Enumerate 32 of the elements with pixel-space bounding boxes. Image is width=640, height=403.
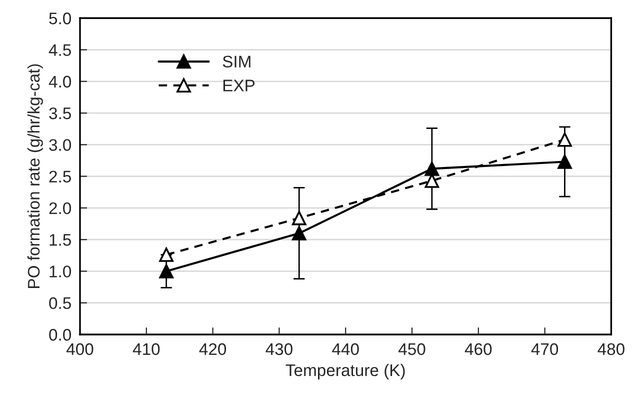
point <box>558 132 572 147</box>
y-tick-label: 5.0 <box>49 12 72 24</box>
y-tick-label: 3.0 <box>49 139 72 151</box>
point <box>558 154 572 169</box>
y-tick-label: 1.0 <box>50 266 72 278</box>
y-tick-label: 0.0 <box>49 328 72 341</box>
y-tick-label: 4.0 <box>48 76 72 88</box>
point <box>159 248 174 262</box>
legend-label: SIM <box>222 56 250 68</box>
y-tick-label: 2.5 <box>49 170 71 183</box>
point <box>159 264 174 278</box>
x-axis-title: Temperature (K) <box>286 364 405 380</box>
x-tick-label: 420 <box>199 343 226 356</box>
x-tick-label: 440 <box>332 343 359 356</box>
x-tick-label: 410 <box>132 343 160 356</box>
x-tick-label: 400 <box>66 343 94 356</box>
y-tick-label: 2.0 <box>49 202 72 214</box>
x-tick-label: 470 <box>531 343 558 356</box>
point <box>292 226 306 240</box>
x-tick-label: 430 <box>266 343 292 356</box>
x-tick-label: 480 <box>598 343 624 356</box>
y-tick-label: 3.5 <box>49 107 71 120</box>
x-tick-label: 460 <box>464 343 492 356</box>
legend-label: EXP <box>223 80 255 92</box>
y-tick-label: 4.5 <box>48 44 71 56</box>
point <box>292 210 306 226</box>
x-tick-label: 450 <box>398 343 426 356</box>
y-axis-title: PO formation rate (g/hr/kg-cat) <box>27 64 43 288</box>
y-tick-label: 1.5 <box>50 234 71 246</box>
point <box>424 162 440 176</box>
y-tick-label: 0.5 <box>49 297 71 310</box>
point <box>424 174 440 188</box>
